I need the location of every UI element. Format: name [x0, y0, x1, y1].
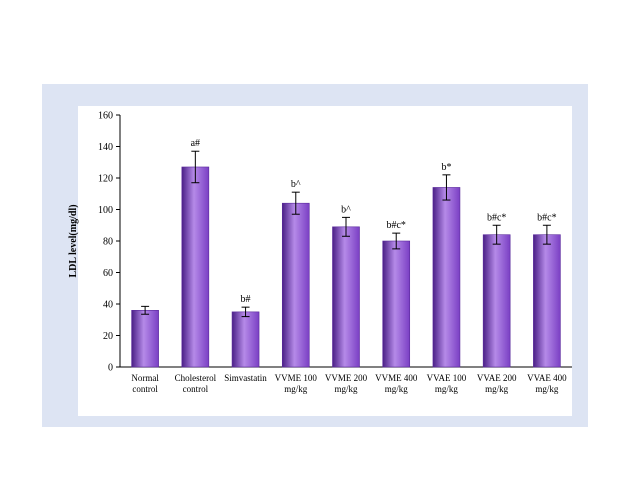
bar — [181, 166, 210, 368]
x-tick-label: Simvastatin — [224, 373, 267, 383]
x-tick-label-line: Simvastatin — [224, 373, 267, 383]
significance-label: b#c* — [487, 212, 506, 223]
significance-label: b#c* — [386, 220, 405, 231]
x-tick-label-line: Normal — [131, 373, 159, 383]
bar — [231, 311, 260, 368]
y-tick-label: 20 — [103, 331, 113, 342]
y-axis-title: LDL level(mg/dl) — [68, 204, 79, 277]
x-tick-label-line: mg/kg — [435, 384, 459, 394]
bar — [482, 234, 511, 368]
x-tick-label-line: mg/kg — [385, 384, 409, 394]
significance-label: b^ — [291, 179, 301, 190]
y-tick-label: 0 — [108, 363, 113, 374]
x-tick-label-line: VVAE 400 — [527, 373, 567, 383]
x-tick-label-line: mg/kg — [284, 384, 308, 394]
bar — [131, 310, 159, 368]
x-tick-label: VVME 400 mg/kg — [375, 373, 418, 394]
x-tick-label-line: VVAE 200 — [477, 373, 517, 383]
x-tick-label: VVAE 200 mg/kg — [477, 373, 517, 394]
x-tick-label-line: mg/kg — [334, 384, 358, 394]
x-tick-label: Cholesterol control — [175, 373, 217, 394]
significance-label: b# — [241, 294, 251, 305]
x-tick-label: VVME 200 mg/kg — [325, 373, 368, 394]
significance-label: b* — [441, 162, 451, 173]
y-tick-label: 120 — [98, 174, 113, 185]
ldl-bar-chart: 0 20 40 60 80 100 120 140 160 LDL level(mg/dl) No… — [68, 106, 572, 416]
chart-frame: 0 20 40 60 80 100 120 140 160 LDL level(mg/dl) No… — [42, 84, 588, 427]
x-tick-label-line: VVME 200 — [325, 373, 368, 383]
y-tick-label: 100 — [98, 205, 113, 216]
y-tick-label: 160 — [98, 111, 113, 122]
bar — [382, 240, 411, 368]
x-tick-label-line: mg/kg — [535, 384, 559, 394]
significance-label: b#c* — [537, 212, 556, 223]
x-tick-label: VVME 100 mg/kg — [275, 373, 318, 394]
y-tick-label: 140 — [98, 142, 113, 153]
y-tick-label: 40 — [103, 300, 113, 311]
x-tick-label-line: VVME 400 — [375, 373, 418, 383]
bar — [281, 202, 310, 368]
significance-label: b^ — [341, 204, 351, 215]
x-tick-label-line: Cholesterol — [175, 373, 217, 383]
x-tick-label: VVAE 400 mg/kg — [527, 373, 567, 394]
x-tick-label-line: control — [183, 384, 209, 394]
significance-label: a# — [191, 138, 200, 149]
bar — [533, 234, 561, 368]
x-tick-label: VVAE 100 mg/kg — [427, 373, 467, 394]
x-tick-label-line: VVME 100 — [275, 373, 318, 383]
bar — [332, 226, 360, 368]
x-tick-label: Normal control — [131, 373, 159, 394]
y-tick-label: 80 — [103, 237, 113, 248]
y-tick-label: 60 — [103, 268, 113, 279]
bar — [432, 187, 461, 368]
x-tick-label-line: control — [132, 384, 158, 394]
x-tick-label-line: VVAE 100 — [427, 373, 467, 383]
x-tick-label-line: mg/kg — [485, 384, 509, 394]
